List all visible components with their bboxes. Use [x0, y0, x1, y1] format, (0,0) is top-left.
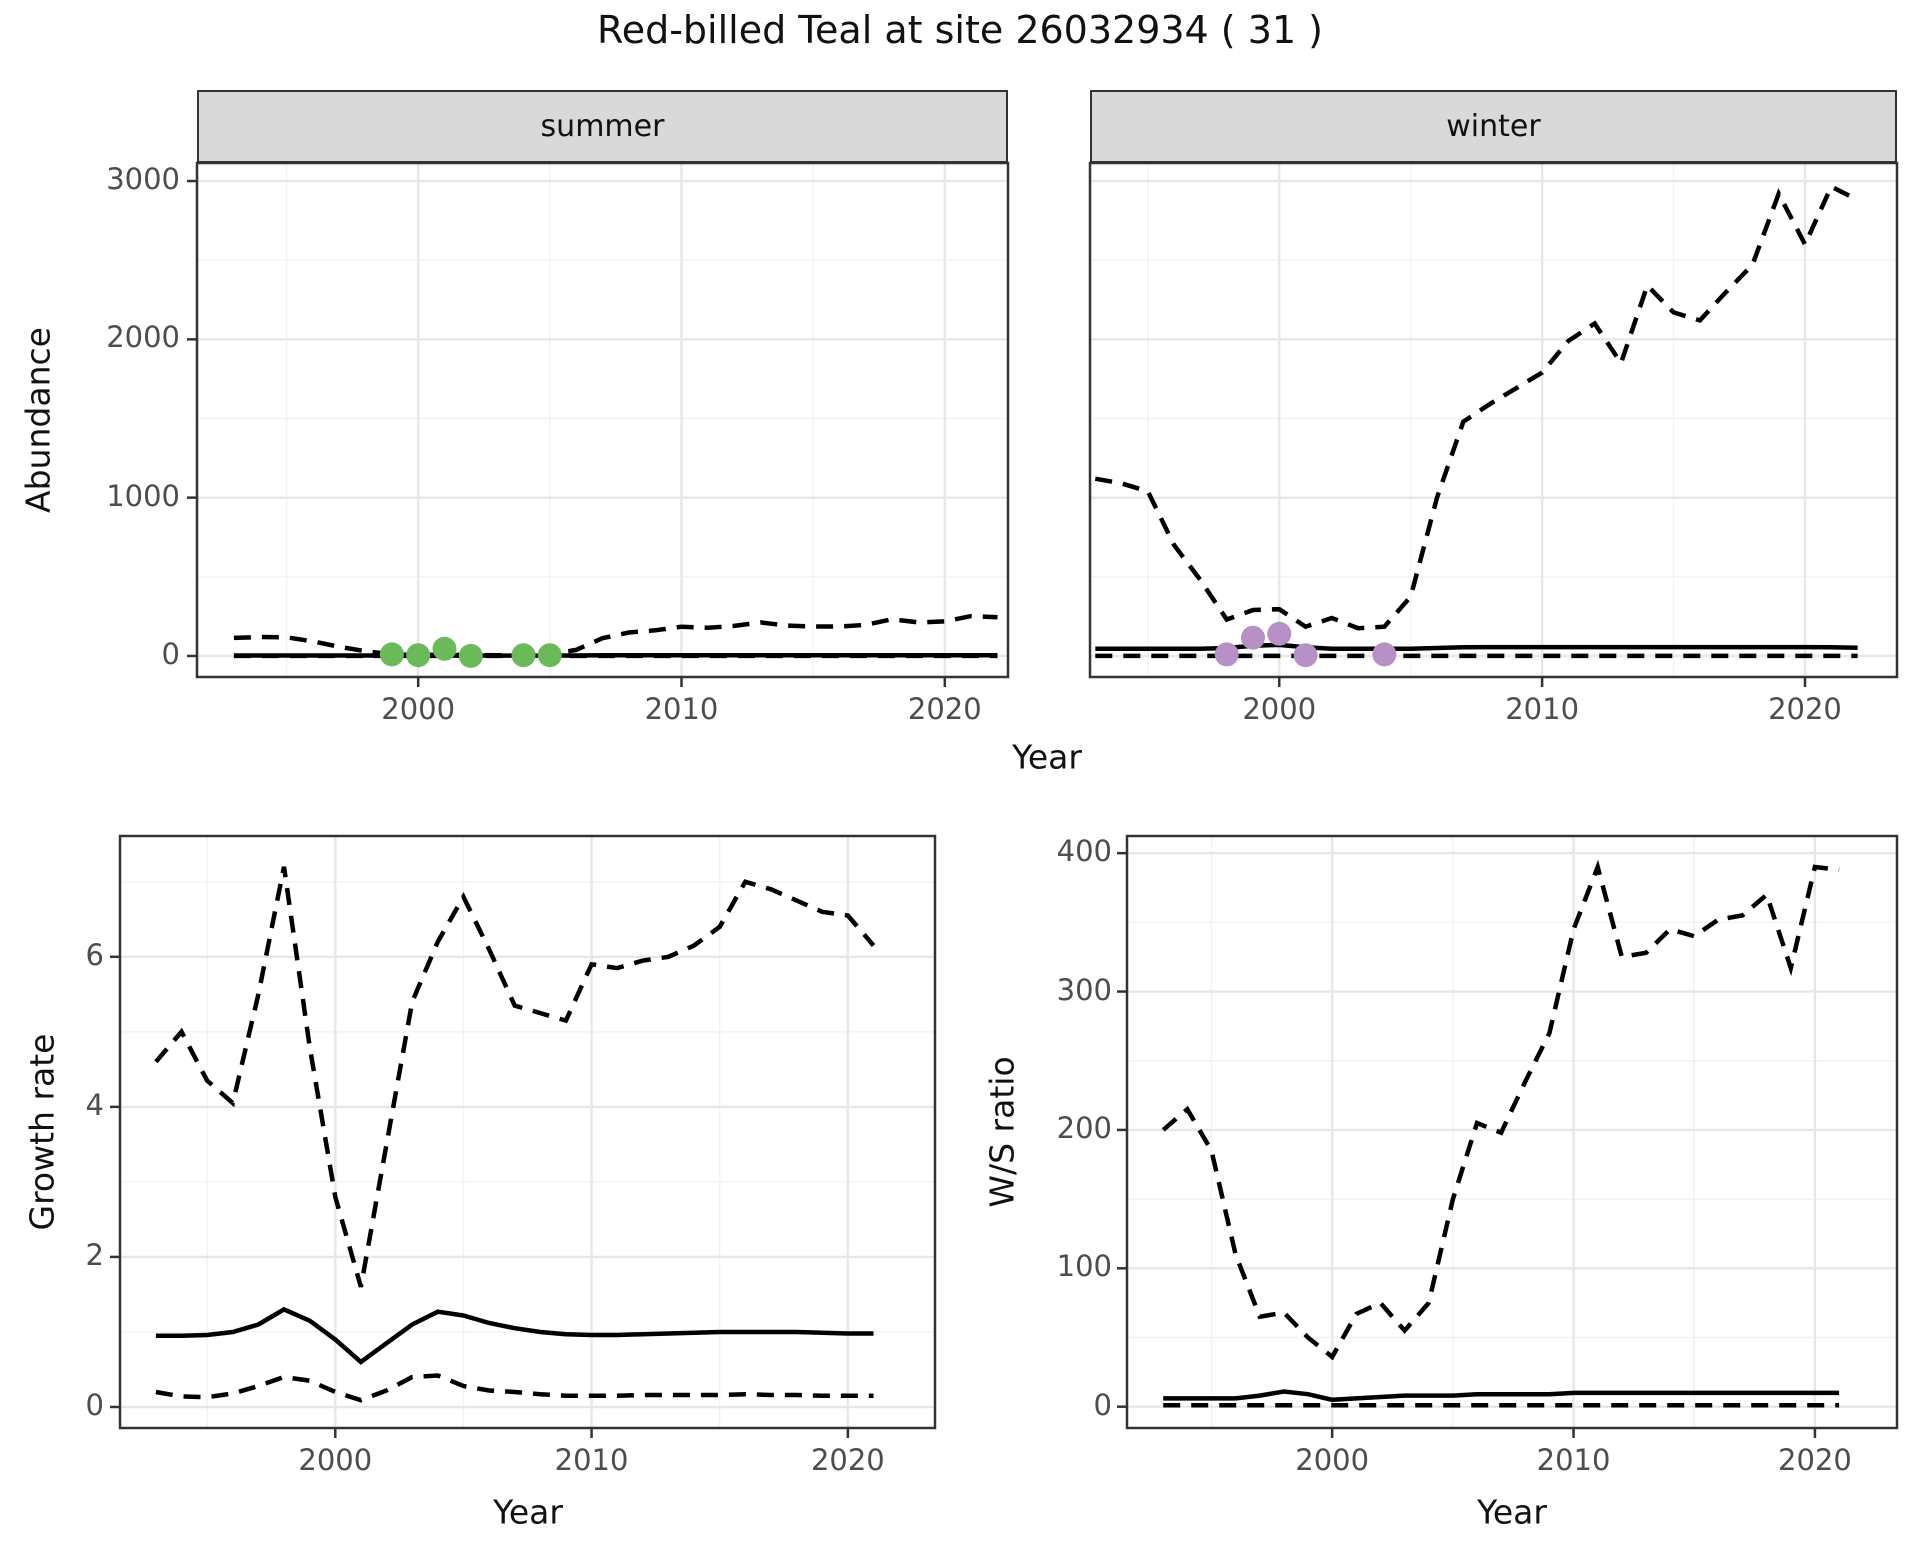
y-axis-title-abundance: Abundance	[18, 327, 58, 513]
series-upper_ci	[154, 866, 876, 1288]
observed-point	[537, 643, 562, 668]
series-upper_ci	[1094, 183, 1859, 631]
series-upper_ci	[1161, 859, 1840, 1361]
observed-point	[432, 636, 457, 661]
observed-point	[1214, 642, 1239, 667]
observed-point	[379, 642, 404, 667]
observed-point	[1241, 625, 1265, 650]
series-upper_ci	[233, 613, 998, 658]
plot-title: Red-billed Teal at site 26032934 ( 31 )	[597, 8, 1323, 52]
observed-point	[511, 643, 536, 668]
facet-label-summer: summer	[540, 109, 665, 144]
facet-strip-winter: winter	[1090, 90, 1897, 163]
facet-label-winter: winter	[1446, 109, 1541, 144]
series-median	[155, 1306, 874, 1365]
x-axis-title-year-ws: Year	[1477, 1492, 1547, 1532]
y-axis-title-ws-ratio: W/S ratio	[982, 1056, 1022, 1208]
observed-point	[1372, 642, 1397, 667]
x-axis-title-year-top: Year	[1012, 737, 1082, 777]
facet-strip-summer: summer	[197, 90, 1008, 163]
observed-point	[458, 643, 483, 668]
observed-point	[1267, 621, 1292, 646]
observed-point	[1293, 643, 1318, 668]
series-lower_ci	[155, 1373, 874, 1403]
y-axis-title-growth-rate: Growth rate	[22, 1033, 62, 1231]
series-median	[1163, 1389, 1840, 1403]
x-axis-title-year-growth: Year	[493, 1492, 563, 1532]
observed-point	[406, 643, 431, 668]
